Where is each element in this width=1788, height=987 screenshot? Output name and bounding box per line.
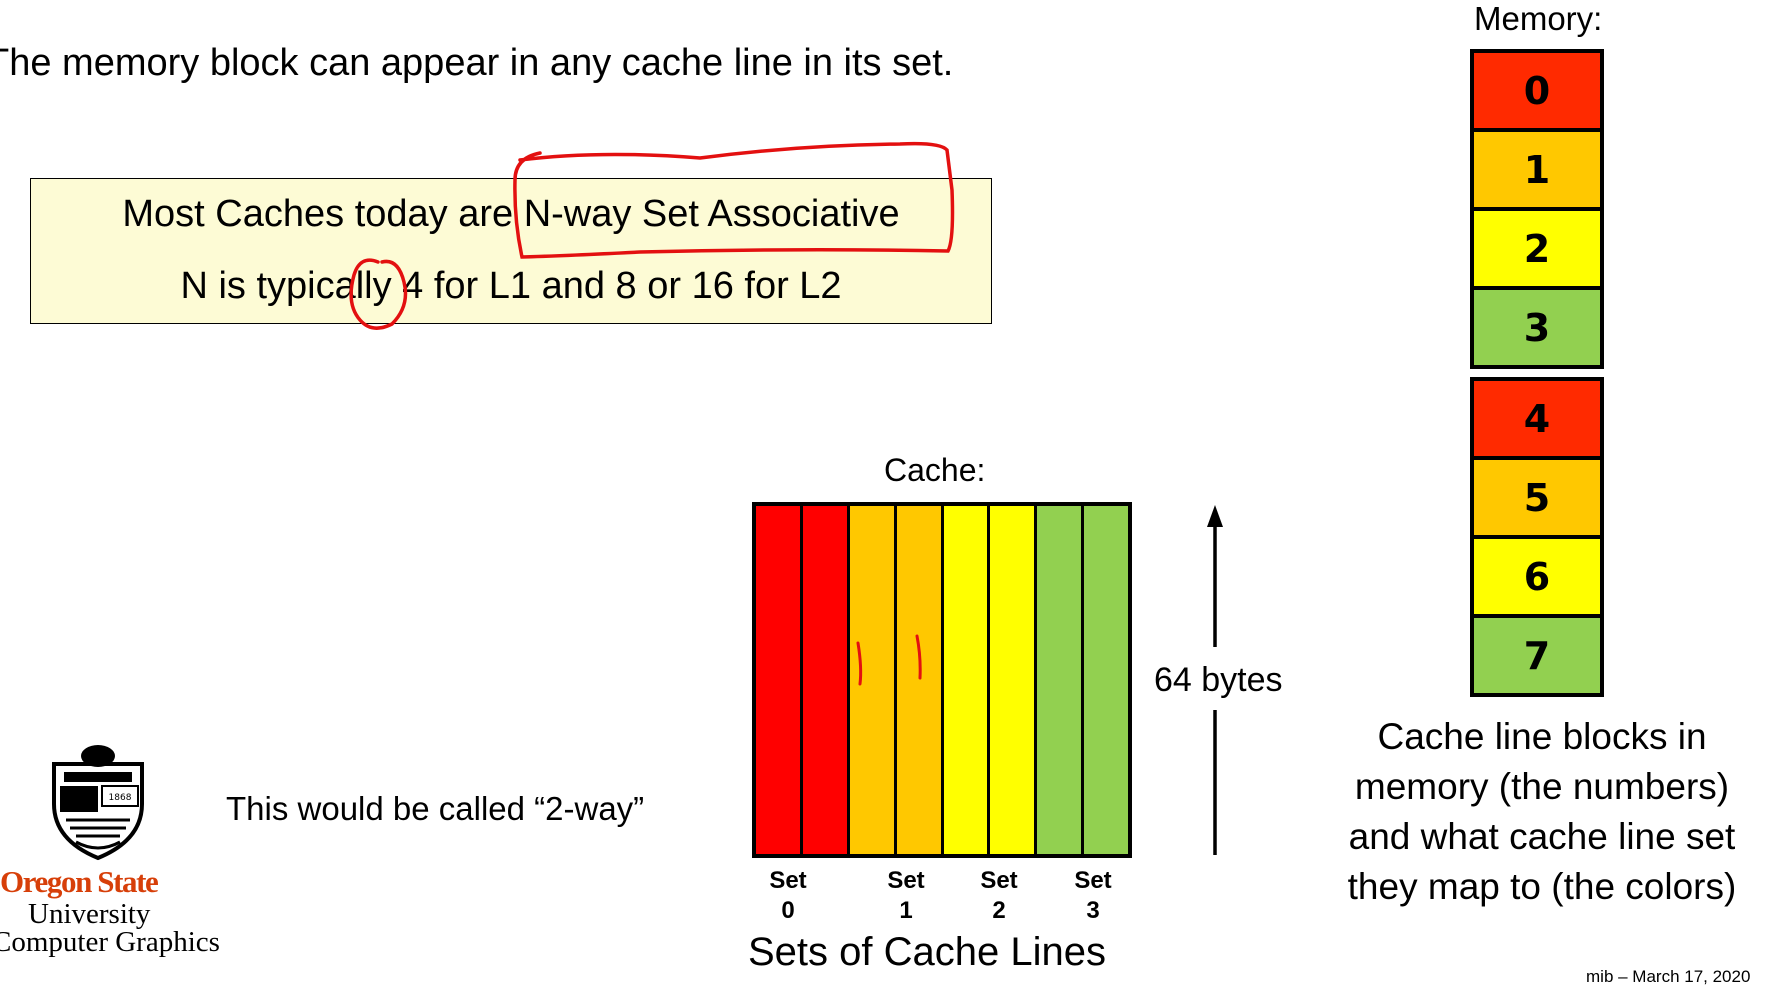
callout-box: Most Caches today are N-way Set Associat… [30, 178, 992, 324]
cache-line [896, 506, 944, 854]
memory-caption: Cache line blocks in memory (the numbers… [1306, 712, 1778, 912]
line-size-label: 64 bytes [1154, 661, 1283, 699]
cache-title: Cache: [884, 452, 986, 488]
osu-department: Computer Graphics [0, 926, 220, 958]
intro-text: The memory block can appear in any cache… [0, 42, 954, 84]
memory-block-7: 7 [1470, 614, 1604, 697]
set-label-2: Set 2 [969, 866, 1029, 926]
cache-line [943, 506, 991, 854]
memory-block-3: 3 [1470, 286, 1604, 369]
memory-block-5: 5 [1470, 456, 1604, 539]
memory-caption-line: and what cache line set [1348, 816, 1736, 857]
memory-block-6: 6 [1470, 535, 1604, 618]
memory-block-4: 4 [1470, 377, 1604, 460]
memory-block-1: 1 [1470, 128, 1604, 211]
set-number: 2 [992, 897, 1006, 924]
set-word: Set [769, 867, 807, 894]
set-label-3: Set 3 [1063, 866, 1123, 926]
cache-line [756, 506, 803, 854]
osu-university: University [28, 898, 151, 930]
memory-caption-line: memory (the numbers) [1354, 766, 1730, 807]
set-label-1: Set 1 [876, 866, 936, 926]
set-word: Set [887, 867, 925, 894]
memory-title: Memory: [1474, 0, 1603, 37]
set-number: 1 [899, 897, 913, 924]
footer-credit: mib – March 17, 2020 [1586, 967, 1751, 986]
cache-line [1037, 506, 1085, 854]
cache-line [802, 506, 850, 854]
callout-line-1: Most Caches today are N-way Set Associat… [122, 193, 900, 235]
set-word: Set [1074, 867, 1112, 894]
memory-block-0: 0 [1470, 49, 1604, 132]
cache-grid [752, 502, 1132, 858]
osu-name: Oregon State [0, 864, 159, 899]
cache-line [1084, 506, 1128, 854]
callout-line-2: N is typically 4 for L1 and 8 or 16 for … [180, 265, 842, 307]
cache-line [849, 506, 897, 854]
cache-line [990, 506, 1038, 854]
set-number: 0 [781, 897, 795, 924]
memory-caption-line: they map to (the colors) [1347, 866, 1737, 907]
set-label-0: Set 0 [758, 866, 818, 926]
set-word: Set [980, 867, 1018, 894]
seal-year: 1868 [109, 793, 132, 803]
memory-block-2: 2 [1470, 207, 1604, 290]
sets-caption: Sets of Cache Lines [748, 930, 1106, 974]
memory-caption-line: Cache line blocks in [1377, 716, 1707, 757]
set-number: 3 [1086, 897, 1100, 924]
two-way-note: This would be called “2-way” [226, 790, 645, 827]
osu-seal-icon: 1868 [52, 745, 144, 861]
size-arrow-icon [1207, 505, 1223, 855]
